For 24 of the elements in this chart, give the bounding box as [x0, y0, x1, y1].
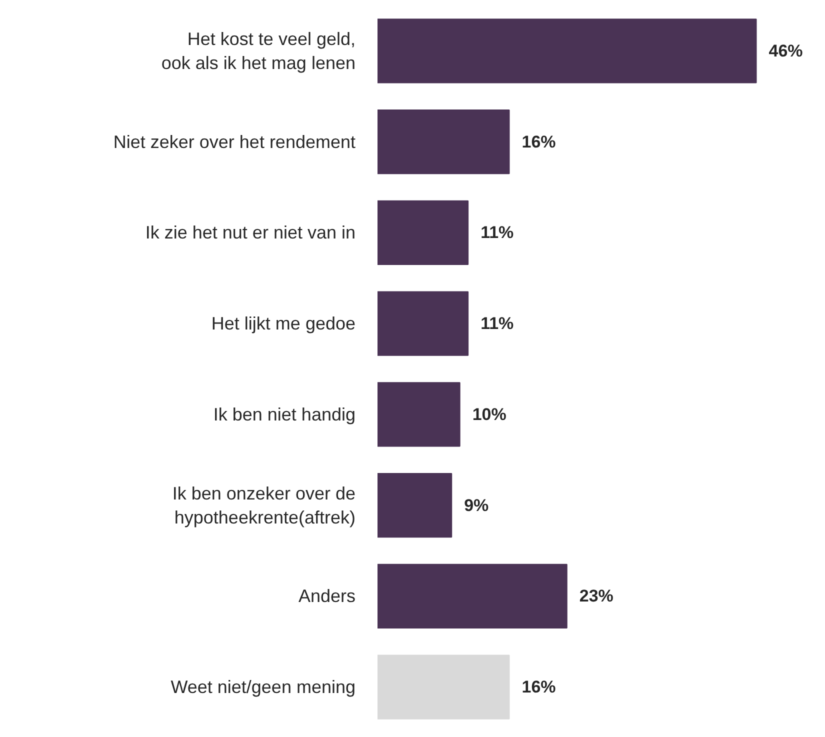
bar [378, 564, 568, 628]
data-label: 11% [480, 223, 514, 242]
data-label: 9% [464, 496, 489, 515]
data-label: 23% [579, 586, 614, 606]
y-tick-label: Anders [298, 586, 356, 606]
bar [378, 110, 510, 174]
y-tick-label: Het kost te veel geld, ook als ik het mag lenen [161, 28, 356, 73]
data-label: 16% [522, 678, 556, 697]
y-tick-label: Weet niet/geen mening [170, 677, 356, 698]
bar [378, 382, 460, 447]
y-tick-label: Ik ben onzeker over de hypotheekrente(aftrek) [172, 483, 356, 528]
data-label: 46% [768, 41, 803, 60]
data-label: 16% [522, 132, 556, 152]
data-label: 10% [472, 404, 506, 424]
bar [378, 18, 757, 84]
bar [378, 291, 469, 356]
y-tick-label: Ik zie het nut er niet van in [145, 222, 356, 243]
y-tick-label: Ik ben niet handig [213, 404, 356, 424]
y-tick-label: Niet zeker over het rendement [113, 132, 356, 152]
y-tick-label: Het lijkt me gedoe [211, 314, 356, 334]
data-label: 11% [480, 314, 514, 334]
bar [378, 654, 510, 720]
bar [378, 200, 469, 265]
bar [378, 473, 452, 538]
